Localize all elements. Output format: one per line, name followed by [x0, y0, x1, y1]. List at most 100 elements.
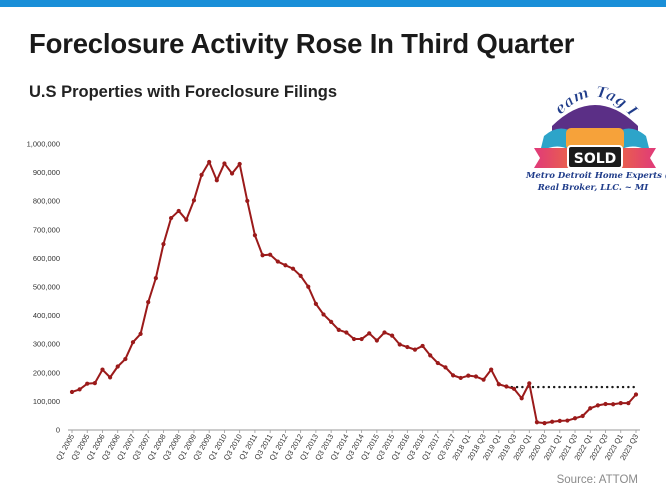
source-label: Source: ATTOM	[556, 474, 638, 486]
data-point	[306, 284, 311, 289]
data-point	[481, 377, 486, 382]
y-tick-label: 600,000	[33, 254, 60, 263]
data-point	[367, 331, 372, 336]
data-point	[420, 343, 425, 349]
data-point	[92, 380, 97, 386]
logo-handshake-icon	[566, 128, 624, 150]
data-point	[428, 353, 433, 358]
data-point	[184, 217, 189, 222]
data-point	[542, 421, 547, 426]
data-point	[329, 319, 334, 324]
data-point	[199, 172, 204, 177]
data-point	[390, 333, 395, 338]
data-point	[214, 178, 219, 183]
data-point	[557, 418, 562, 423]
logo-sold-badge-icon	[567, 145, 623, 169]
data-point	[123, 356, 128, 362]
data-point	[489, 367, 494, 372]
data-point	[153, 276, 158, 281]
data-point	[268, 252, 273, 257]
logo-house-icon	[552, 105, 638, 144]
data-point	[580, 413, 585, 419]
logo-caption: Metro Detroit Home Experts @ Real Broker…	[526, 170, 666, 194]
data-point	[626, 401, 631, 406]
data-point	[283, 263, 288, 268]
data-point	[443, 365, 448, 370]
data-point	[633, 392, 639, 397]
data-point	[138, 331, 143, 337]
data-point	[534, 420, 540, 425]
data-point	[496, 382, 501, 387]
data-point	[450, 373, 456, 378]
data-point	[435, 360, 440, 366]
data-point	[69, 389, 75, 395]
x-axis-ticks	[71, 430, 637, 433]
data-point	[550, 419, 555, 424]
data-point	[237, 161, 242, 167]
data-point	[611, 402, 616, 407]
data-point	[397, 342, 402, 347]
y-tick-label: 300,000	[33, 340, 60, 349]
y-tick-label: 200,000	[33, 368, 60, 377]
series-points	[69, 159, 639, 426]
y-tick-label: 0	[56, 426, 60, 435]
data-point	[85, 381, 90, 386]
logo-graphic: SOLD Team Tag It	[525, 64, 656, 169]
y-tick-label: 100,000	[33, 397, 60, 406]
data-point	[565, 418, 570, 423]
data-point	[77, 387, 82, 392]
data-point	[351, 336, 357, 342]
data-point	[473, 374, 479, 379]
data-point	[511, 386, 517, 391]
data-point	[207, 159, 212, 165]
data-point	[161, 242, 166, 247]
data-point	[222, 161, 227, 166]
data-point	[382, 330, 387, 335]
data-point	[100, 367, 105, 372]
data-point	[344, 330, 349, 335]
data-point	[260, 253, 265, 258]
y-tick-label: 700,000	[33, 225, 60, 234]
data-point	[321, 312, 326, 317]
logo-badge-text: SOLD	[574, 151, 617, 167]
chart-subtitle: U.S Properties with Foreclosure Filings	[29, 83, 338, 101]
data-point	[374, 338, 379, 343]
logo-caption-line2: Real Broker, LLC. ~ MI	[537, 183, 649, 193]
data-point	[146, 300, 151, 305]
data-point	[336, 327, 341, 332]
y-tick-label: 800,000	[33, 197, 60, 206]
y-tick-label: 1,000,000	[27, 140, 60, 149]
y-axis-labels: 0 100,000 200,000 300,000 400,000 500,000 600,…	[27, 140, 60, 435]
y-tick-label: 500,000	[33, 283, 60, 292]
data-point	[527, 381, 532, 386]
data-point	[176, 208, 181, 214]
y-tick-label: 400,000	[33, 311, 60, 320]
y-tick-label: 900,000	[33, 168, 60, 177]
data-point	[595, 403, 600, 408]
data-point	[603, 401, 608, 407]
data-point	[130, 340, 136, 345]
data-point	[290, 266, 296, 271]
data-point	[229, 171, 235, 176]
data-point	[519, 396, 524, 401]
data-point	[618, 401, 623, 406]
logo-caption-line1: Metro Detroit Home Experts @	[526, 171, 666, 181]
data-point	[191, 198, 197, 203]
data-point	[504, 384, 509, 389]
data-point	[313, 301, 318, 306]
data-point	[108, 375, 113, 380]
data-point	[168, 215, 174, 221]
data-point	[245, 198, 250, 204]
data-point	[359, 336, 364, 342]
data-point	[115, 364, 120, 369]
data-point	[298, 273, 303, 278]
data-point	[458, 375, 463, 381]
data-point	[252, 233, 258, 238]
data-point	[405, 344, 410, 350]
top-accent-bar	[0, 0, 666, 7]
page-title: Foreclosure Activity Rose In Third Quart…	[29, 28, 575, 59]
data-point	[412, 347, 418, 352]
data-point	[466, 373, 471, 378]
